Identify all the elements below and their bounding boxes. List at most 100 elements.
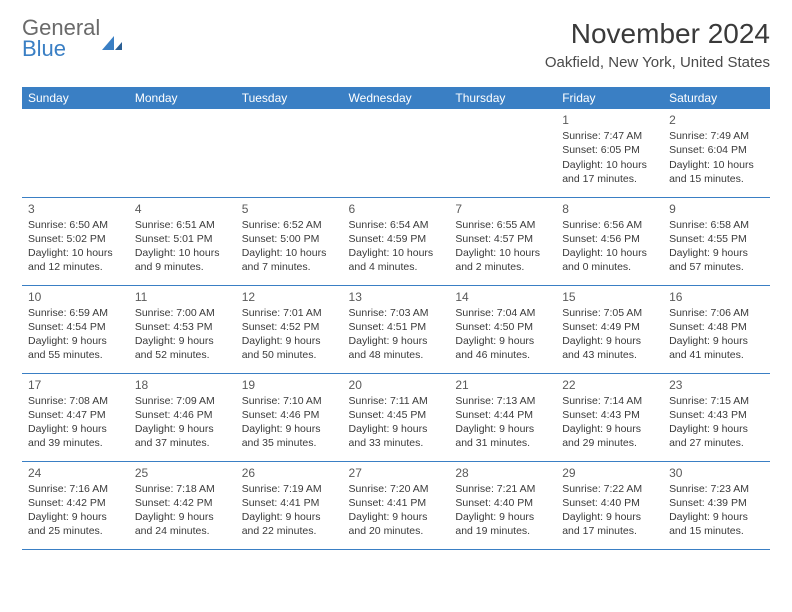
day-cell: 11Sunrise: 7:00 AMSunset: 4:53 PMDayligh… [129, 285, 236, 373]
day-cell: 7Sunrise: 6:55 AMSunset: 4:57 PMDaylight… [449, 197, 556, 285]
d1-line: Daylight: 9 hours [242, 422, 337, 436]
sunrise-line: Sunrise: 7:23 AM [669, 482, 764, 496]
d1-line: Daylight: 10 hours [242, 246, 337, 260]
sunrise-line: Sunrise: 7:22 AM [562, 482, 657, 496]
day-number: 24 [28, 465, 123, 481]
d2-line: and 57 minutes. [669, 260, 764, 274]
logo: General Blue [22, 18, 122, 60]
logo-text: General Blue [22, 18, 100, 60]
sunset-line: Sunset: 4:39 PM [669, 496, 764, 510]
day-cell [449, 109, 556, 197]
day-cell [236, 109, 343, 197]
day-cell: 4Sunrise: 6:51 AMSunset: 5:01 PMDaylight… [129, 197, 236, 285]
sunset-line: Sunset: 4:56 PM [562, 232, 657, 246]
day-header-row: SundayMondayTuesdayWednesdayThursdayFrid… [22, 87, 770, 109]
sunset-line: Sunset: 4:40 PM [562, 496, 657, 510]
sunset-line: Sunset: 4:51 PM [349, 320, 444, 334]
sunset-line: Sunset: 4:55 PM [669, 232, 764, 246]
sunrise-line: Sunrise: 7:06 AM [669, 306, 764, 320]
sunset-line: Sunset: 4:50 PM [455, 320, 550, 334]
day-number: 15 [562, 289, 657, 305]
d2-line: and 37 minutes. [135, 436, 230, 450]
day-number: 25 [135, 465, 230, 481]
day-cell: 13Sunrise: 7:03 AMSunset: 4:51 PMDayligh… [343, 285, 450, 373]
sunrise-line: Sunrise: 6:50 AM [28, 218, 123, 232]
d2-line: and 0 minutes. [562, 260, 657, 274]
sunrise-line: Sunrise: 7:16 AM [28, 482, 123, 496]
day-number: 1 [562, 112, 657, 128]
sunrise-line: Sunrise: 7:13 AM [455, 394, 550, 408]
day-cell: 3Sunrise: 6:50 AMSunset: 5:02 PMDaylight… [22, 197, 129, 285]
d2-line: and 2 minutes. [455, 260, 550, 274]
d1-line: Daylight: 10 hours [28, 246, 123, 260]
sunset-line: Sunset: 4:57 PM [455, 232, 550, 246]
sunrise-line: Sunrise: 7:09 AM [135, 394, 230, 408]
logo-line2: Blue [22, 39, 100, 60]
sunset-line: Sunset: 4:43 PM [669, 408, 764, 422]
day-cell [343, 109, 450, 197]
d2-line: and 29 minutes. [562, 436, 657, 450]
day-number: 17 [28, 377, 123, 393]
sunset-line: Sunset: 4:41 PM [242, 496, 337, 510]
d1-line: Daylight: 9 hours [669, 422, 764, 436]
d1-line: Daylight: 9 hours [349, 510, 444, 524]
d2-line: and 46 minutes. [455, 348, 550, 362]
d2-line: and 19 minutes. [455, 524, 550, 538]
day-header: Saturday [663, 87, 770, 109]
day-cell [129, 109, 236, 197]
d2-line: and 7 minutes. [242, 260, 337, 274]
day-cell: 14Sunrise: 7:04 AMSunset: 4:50 PMDayligh… [449, 285, 556, 373]
day-cell: 2Sunrise: 7:49 AMSunset: 6:04 PMDaylight… [663, 109, 770, 197]
sunrise-line: Sunrise: 7:49 AM [669, 129, 764, 143]
sunset-line: Sunset: 4:42 PM [135, 496, 230, 510]
d2-line: and 17 minutes. [562, 172, 657, 186]
sunrise-line: Sunrise: 7:03 AM [349, 306, 444, 320]
day-number: 12 [242, 289, 337, 305]
sunset-line: Sunset: 4:49 PM [562, 320, 657, 334]
day-number: 29 [562, 465, 657, 481]
day-header: Friday [556, 87, 663, 109]
d1-line: Daylight: 9 hours [562, 510, 657, 524]
day-number: 13 [349, 289, 444, 305]
month-title: November 2024 [545, 18, 770, 50]
sunrise-line: Sunrise: 7:08 AM [28, 394, 123, 408]
day-cell: 29Sunrise: 7:22 AMSunset: 4:40 PMDayligh… [556, 461, 663, 549]
d1-line: Daylight: 9 hours [135, 510, 230, 524]
d2-line: and 22 minutes. [242, 524, 337, 538]
d2-line: and 9 minutes. [135, 260, 230, 274]
day-number: 3 [28, 201, 123, 217]
day-cell: 16Sunrise: 7:06 AMSunset: 4:48 PMDayligh… [663, 285, 770, 373]
day-number: 23 [669, 377, 764, 393]
d1-line: Daylight: 9 hours [242, 334, 337, 348]
day-cell: 12Sunrise: 7:01 AMSunset: 4:52 PMDayligh… [236, 285, 343, 373]
d1-line: Daylight: 9 hours [562, 422, 657, 436]
sunrise-line: Sunrise: 7:05 AM [562, 306, 657, 320]
d1-line: Daylight: 10 hours [455, 246, 550, 260]
day-number: 19 [242, 377, 337, 393]
day-cell: 1Sunrise: 7:47 AMSunset: 6:05 PMDaylight… [556, 109, 663, 197]
day-cell: 25Sunrise: 7:18 AMSunset: 4:42 PMDayligh… [129, 461, 236, 549]
sunset-line: Sunset: 6:05 PM [562, 143, 657, 157]
d1-line: Daylight: 10 hours [562, 246, 657, 260]
d1-line: Daylight: 10 hours [669, 158, 764, 172]
day-header: Monday [129, 87, 236, 109]
sunrise-line: Sunrise: 7:15 AM [669, 394, 764, 408]
day-number: 26 [242, 465, 337, 481]
sunrise-line: Sunrise: 7:20 AM [349, 482, 444, 496]
location: Oakfield, New York, United States [545, 54, 770, 71]
d1-line: Daylight: 9 hours [455, 510, 550, 524]
d2-line: and 52 minutes. [135, 348, 230, 362]
day-cell: 8Sunrise: 6:56 AMSunset: 4:56 PMDaylight… [556, 197, 663, 285]
sunset-line: Sunset: 4:41 PM [349, 496, 444, 510]
day-cell: 27Sunrise: 7:20 AMSunset: 4:41 PMDayligh… [343, 461, 450, 549]
sunrise-line: Sunrise: 6:58 AM [669, 218, 764, 232]
d2-line: and 41 minutes. [669, 348, 764, 362]
d1-line: Daylight: 9 hours [455, 334, 550, 348]
sail-icon [102, 32, 122, 46]
sunrise-line: Sunrise: 6:52 AM [242, 218, 337, 232]
day-cell: 9Sunrise: 6:58 AMSunset: 4:55 PMDaylight… [663, 197, 770, 285]
d2-line: and 24 minutes. [135, 524, 230, 538]
sunset-line: Sunset: 4:40 PM [455, 496, 550, 510]
day-cell: 5Sunrise: 6:52 AMSunset: 5:00 PMDaylight… [236, 197, 343, 285]
sunrise-line: Sunrise: 6:59 AM [28, 306, 123, 320]
